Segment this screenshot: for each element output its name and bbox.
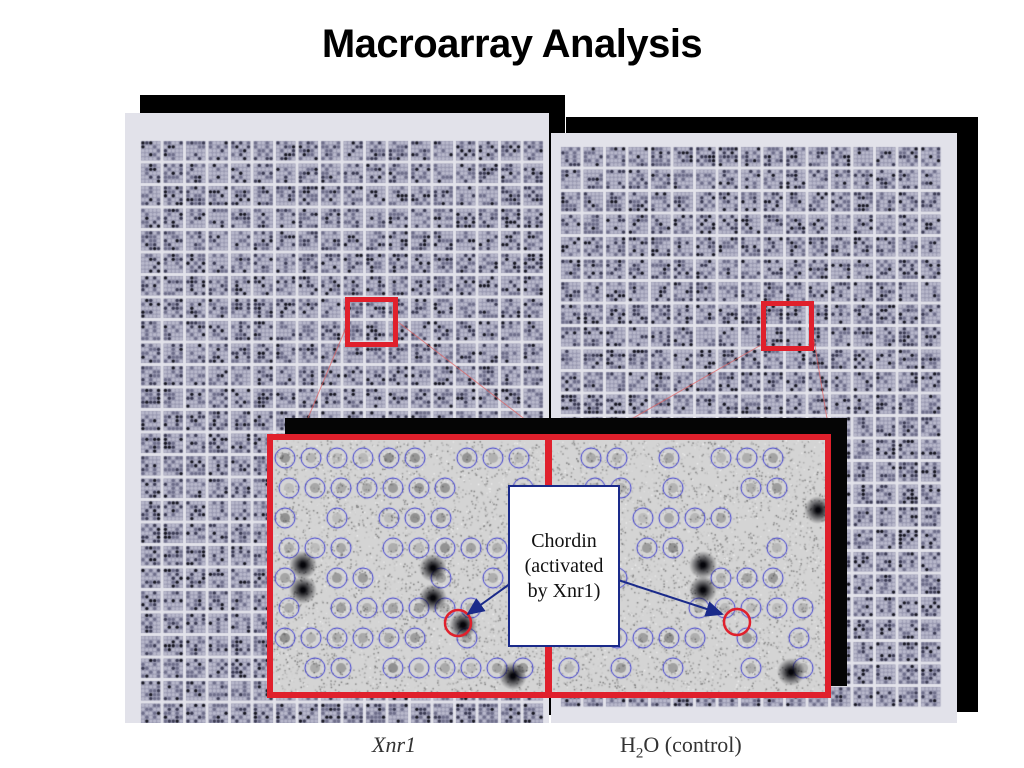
- right-selection-box: [761, 301, 814, 351]
- left-selection-box: [345, 297, 398, 347]
- right-caption-sub: 2: [635, 745, 644, 762]
- right-caption-h: H: [620, 732, 636, 757]
- right-panel-caption: H2O (control): [620, 732, 742, 762]
- slide-title: Macroarray Analysis: [321, 22, 703, 66]
- chordin-callout: Chordin (activated by Xnr1): [508, 485, 620, 647]
- right-caption-rest: O (control): [643, 732, 742, 757]
- chordin-callout-text: Chordin (activated by Xnr1): [524, 529, 604, 602]
- left-panel-caption: Xnr1: [372, 732, 416, 757]
